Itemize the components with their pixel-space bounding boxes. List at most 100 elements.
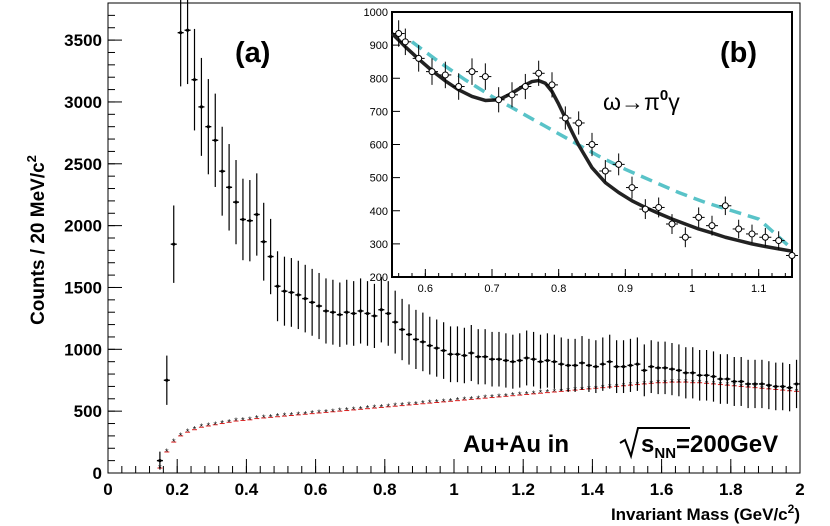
background-point: * (483, 393, 487, 403)
foreground-marker (206, 125, 210, 129)
foreground-marker (372, 314, 377, 318)
foreground-marker (269, 254, 273, 259)
foreground-marker (227, 185, 231, 189)
foreground-marker (573, 363, 577, 367)
inset-data-point (601, 167, 609, 175)
inset-data-point (508, 91, 516, 99)
foreground-marker (338, 313, 342, 317)
foreground-marker (621, 365, 626, 369)
background-point: * (456, 396, 460, 406)
background-point: * (407, 400, 411, 410)
svg-text:Au+Au in: Au+Au in (463, 431, 569, 458)
x-tick-label: 0.6 (304, 480, 328, 499)
inset-data-point (575, 119, 583, 127)
inset-y-tick-label: 1000 (364, 7, 388, 19)
foreground-marker (628, 363, 633, 367)
background-point: * (255, 414, 259, 424)
foreground-marker (781, 384, 785, 389)
foreground-marker (358, 309, 363, 313)
foreground-marker (774, 384, 778, 389)
foreground-marker (511, 360, 515, 364)
foreground-marker (199, 105, 204, 109)
background-point: * (380, 402, 384, 412)
foreground-marker (469, 351, 473, 355)
foreground-marker (241, 217, 245, 222)
background-point: * (560, 386, 564, 396)
background-point: * (269, 412, 273, 422)
background-point: * (352, 405, 356, 415)
x-tick-label: 1.4 (581, 480, 605, 499)
foreground-marker (490, 357, 494, 361)
x-axis-label-close: ) (794, 505, 800, 524)
foreground-marker (185, 28, 190, 32)
annotation-s: s (641, 431, 654, 458)
background-point: * (428, 398, 432, 408)
background-point: * (241, 415, 245, 425)
inset-data-point (441, 71, 449, 79)
x-tick-label: 0.8 (373, 480, 397, 499)
inset-x-tick-label: 1 (689, 283, 695, 295)
y-tick-label: 2500 (64, 155, 102, 174)
foreground-marker (677, 368, 681, 372)
y-tick-label: 1000 (64, 340, 102, 359)
inset-data-point (495, 96, 503, 104)
background-point: * (200, 422, 204, 432)
background-point: * (400, 401, 404, 411)
inset-y-tick-label: 900 (370, 40, 388, 52)
foreground-marker (608, 360, 612, 364)
foreground-marker (753, 382, 757, 386)
inset-y-tick-label: 400 (370, 206, 388, 218)
background-point: * (331, 407, 335, 417)
collision-annotation: Au+Au in sNN=200GeV (463, 427, 778, 462)
background-point: * (310, 409, 314, 419)
foreground-marker (711, 374, 716, 379)
foreground-marker (718, 377, 723, 381)
y-tick-label: 1500 (64, 278, 102, 297)
inset-data-point (708, 222, 716, 230)
y-tick-label: 3000 (64, 93, 102, 112)
inset-data-point (788, 251, 796, 259)
inset-x-tick-label: 1.1 (751, 283, 766, 295)
foreground-marker (746, 382, 750, 386)
foreground-marker (220, 169, 224, 173)
background-point: * (525, 389, 529, 399)
foreground-marker (462, 353, 466, 358)
x-tick-label: 1.8 (719, 480, 743, 499)
y-tick-label: 0 (93, 464, 102, 483)
inset-x-tick-label: 0.9 (618, 283, 633, 295)
background-point: * (497, 392, 501, 402)
inset-y-tick-label: 700 (370, 106, 388, 118)
foreground-marker (407, 332, 411, 337)
background-point: * (317, 408, 321, 418)
background-point: * (290, 410, 294, 420)
foreground-marker (296, 293, 300, 297)
background-point: * (518, 390, 522, 400)
foreground-marker (324, 309, 328, 313)
x-tick-label: 2 (795, 480, 804, 499)
inset-axis-ticks: 0.6 0.7 0.8 0.9 1 1.1 200 300 400 500 600 700 800 900… (364, 7, 786, 295)
x-tick-label: 0 (103, 480, 112, 499)
inset-data-point (615, 160, 623, 168)
total-fit-curve (390, 32, 793, 253)
foreground-marker (704, 373, 709, 377)
x-tick-label: 1.2 (511, 480, 535, 499)
foreground-marker (732, 379, 736, 384)
inset-data-point (561, 114, 569, 122)
foreground-marker (525, 356, 529, 360)
inset-data-point (735, 225, 743, 233)
inset-data-point (748, 230, 756, 238)
panel-b-label: (b) (720, 37, 757, 69)
foreground-marker (352, 311, 356, 316)
x-tick-label: 1 (449, 480, 458, 499)
background-point: * (373, 403, 377, 413)
foreground-marker (663, 366, 667, 370)
inset-data-point (588, 141, 596, 148)
foreground-marker (289, 290, 293, 295)
foreground-marker (379, 308, 383, 312)
annotation-prefix: Au+Au in (463, 431, 569, 458)
foreground-marker (255, 212, 259, 217)
foreground-marker (303, 297, 307, 301)
background-point: * (366, 404, 370, 414)
foreground-marker (455, 352, 460, 356)
foreground-marker (684, 371, 688, 375)
